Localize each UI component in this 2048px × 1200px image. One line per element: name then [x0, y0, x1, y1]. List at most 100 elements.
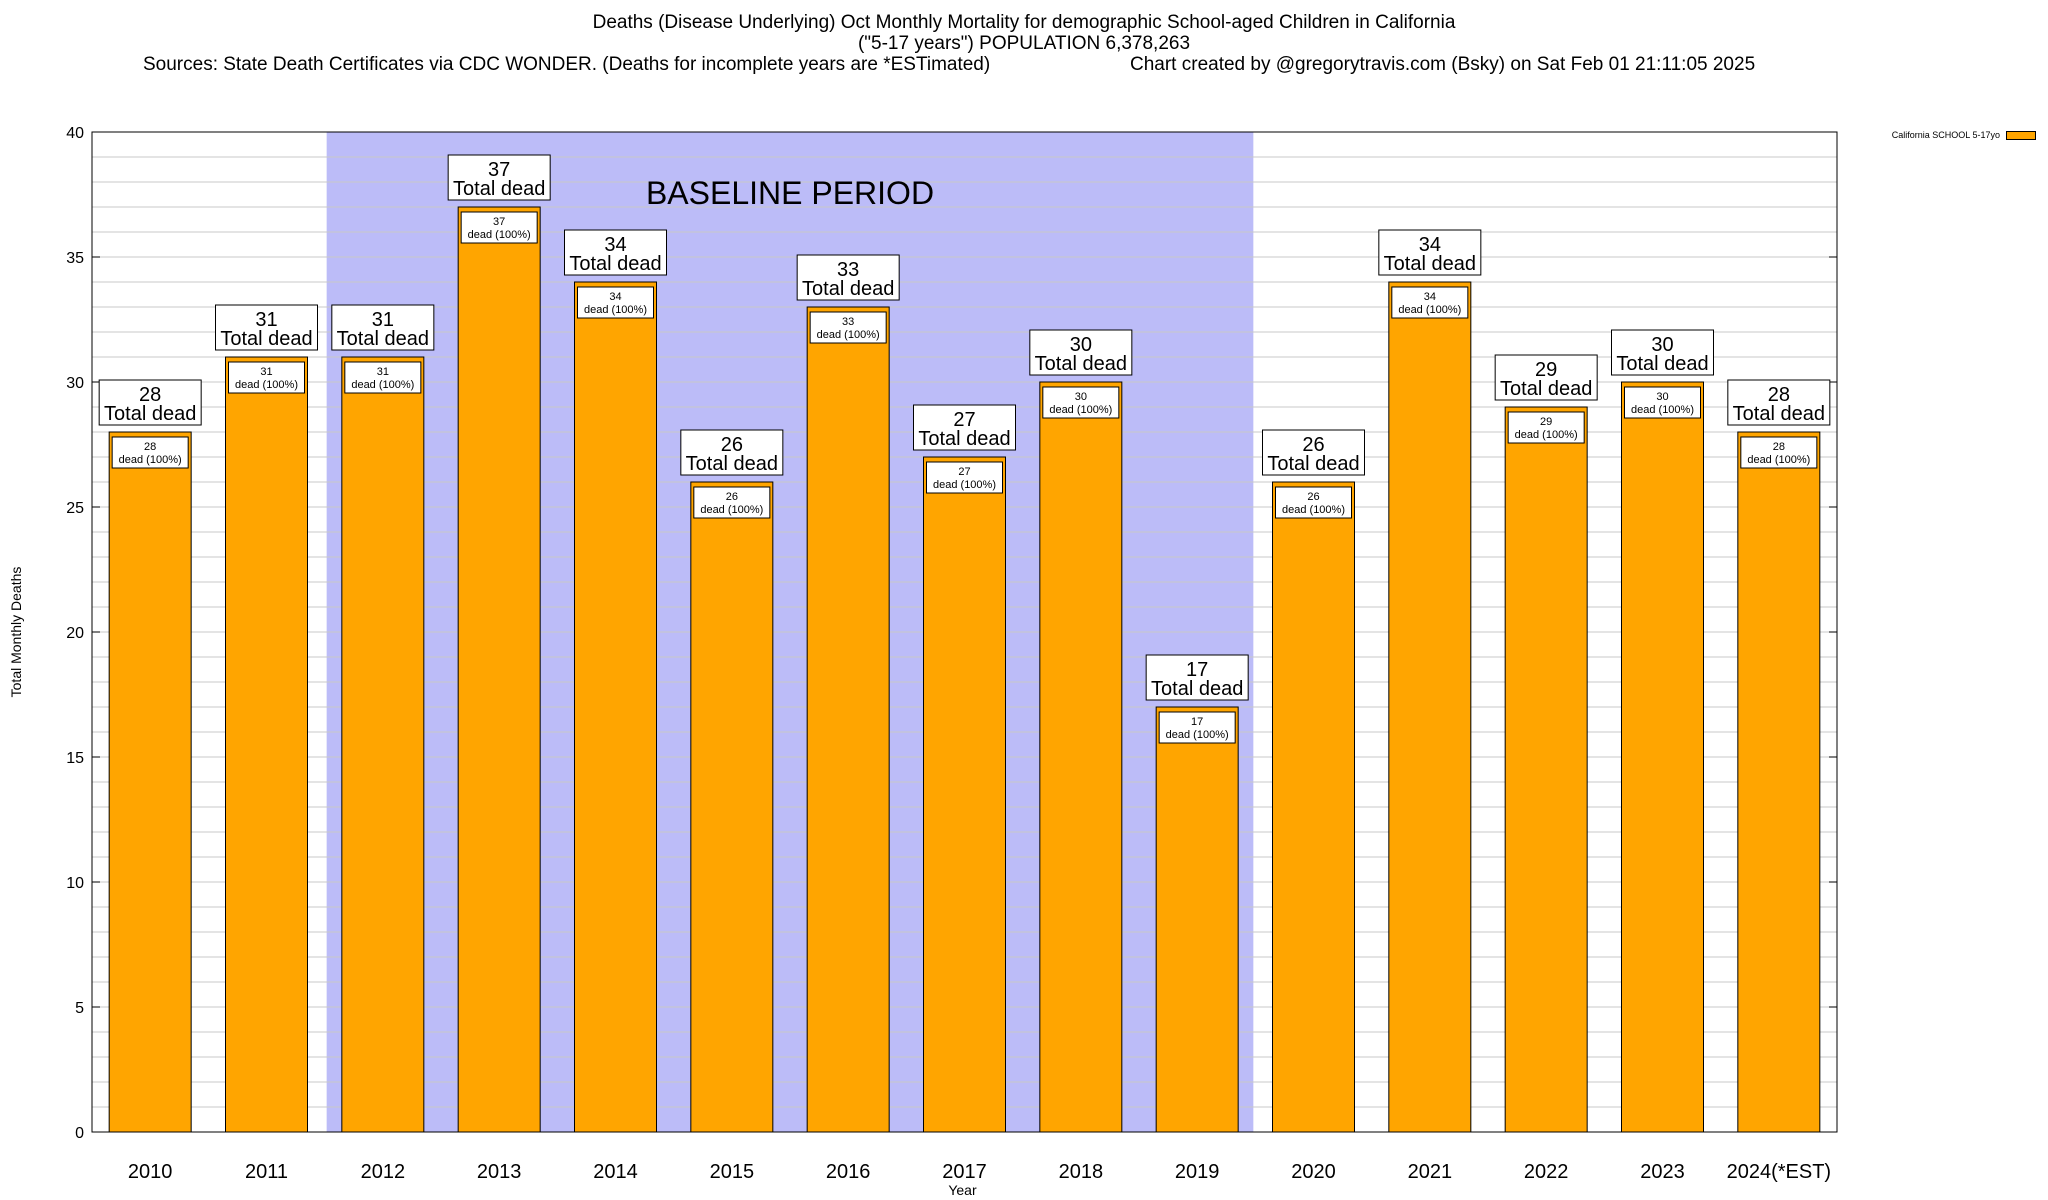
bar-total-label-box: [913, 404, 1016, 451]
y-tick-label: 5: [75, 1000, 84, 1017]
x-tick-label: 2010: [128, 1161, 173, 1183]
bar-total-label: Total dead: [337, 328, 429, 350]
bar-total-label-box: [680, 429, 784, 476]
bar-inner-label-box: [1507, 411, 1585, 444]
bar-inner-label: dead (100%): [119, 454, 182, 466]
bar-total-label-box: [1145, 654, 1249, 701]
bar-inner-label: dead (100%): [584, 304, 647, 316]
y-tick-label: 15: [66, 750, 84, 767]
title-line-1: Deaths (Disease Underlying) Oct Monthly …: [592, 12, 1456, 33]
y-tick-label: 35: [66, 250, 84, 267]
x-tick-label: 2017: [942, 1161, 987, 1183]
bar-inner-value: 30: [1075, 391, 1087, 403]
bar-total-label: Total dead: [1384, 253, 1476, 275]
bar-inner-label: dead (100%): [817, 329, 880, 341]
bar-inner-label: dead (100%): [468, 229, 531, 241]
x-tick-label: 2019: [1175, 1161, 1220, 1183]
bar-total-label-box: [215, 304, 318, 351]
bar-total-value: 26: [721, 434, 743, 456]
bar-total-label: Total dead: [220, 328, 312, 350]
bar-inner-value: 26: [726, 491, 738, 503]
bar-total-label: Total dead: [1035, 353, 1127, 375]
bar-inner-label-box: [1740, 436, 1818, 469]
bar-inner-value: 31: [377, 366, 389, 378]
bar-inner-label: dead (100%): [933, 479, 996, 491]
bar-total-label-box: [1262, 429, 1365, 476]
y-tick-label: 25: [66, 500, 84, 517]
bar-total-label: Total dead: [1267, 453, 1359, 475]
bar-total-label-box: [1727, 379, 1831, 426]
bar-total-label: Total dead: [918, 428, 1010, 450]
bar-inner-label-box: [1158, 711, 1236, 744]
bar-inner-label-box: [1275, 486, 1352, 519]
bar-inner-label-box: [1624, 386, 1701, 419]
bar: [1272, 481, 1355, 1133]
y-tick-label: 0: [75, 1125, 84, 1142]
bar-inner-label: dead (100%): [1631, 404, 1694, 416]
bar-inner-value: 33: [842, 316, 854, 328]
baseline-label: BASELINE PERIOD: [646, 175, 934, 211]
bar-inner-label-box: [460, 211, 538, 244]
bar-inner-value: 17: [1191, 716, 1203, 728]
bar-total-label: Total dead: [1500, 378, 1592, 400]
bar-inner-value: 27: [958, 466, 970, 478]
bar: [1737, 431, 1821, 1133]
legend: California SCHOOL 5-17yo: [1892, 130, 2036, 140]
bar: [1504, 406, 1588, 1133]
bar-inner-label: dead (100%): [235, 379, 298, 391]
bar-total-value: 26: [1302, 434, 1324, 456]
bar-total-value: 17: [1186, 659, 1208, 681]
bar-inner-label: dead (100%): [1747, 454, 1810, 466]
bar: [574, 281, 657, 1133]
bar-inner-value: 28: [144, 441, 156, 453]
bar: [1039, 381, 1123, 1133]
bar: [341, 356, 425, 1133]
bar: [806, 306, 890, 1133]
bar-inner-label-box: [577, 286, 654, 319]
bar-inner-label: dead (100%): [1049, 404, 1112, 416]
bar-inner-value: 31: [260, 366, 272, 378]
bar-inner-label-box: [111, 436, 189, 469]
bar-total-label-box: [1378, 229, 1482, 276]
bar-inner-label-box: [1391, 286, 1469, 319]
x-tick-label: 2013: [477, 1161, 522, 1183]
bar-inner-value: 34: [609, 291, 621, 303]
x-tick-label: 2018: [1059, 1161, 1104, 1183]
bar-total-value: 29: [1535, 359, 1557, 381]
x-tick-label: 2021: [1408, 1161, 1453, 1183]
legend-label: California SCHOOL 5-17yo: [1891, 130, 2000, 140]
bar-inner-label: dead (100%): [1515, 429, 1578, 441]
bar-total-value: 30: [1070, 334, 1092, 356]
bar-inner-label-box: [693, 486, 771, 519]
bar: [1388, 281, 1472, 1133]
y-tick-label: 10: [66, 875, 84, 892]
bar-inner-label-box: [228, 361, 305, 394]
bar-total-label-box: [331, 304, 435, 351]
bar-total-label-box: [1029, 329, 1133, 376]
x-tick-label: 2023: [1640, 1161, 1685, 1183]
bar-total-value: 34: [1419, 234, 1441, 256]
y-axis-title: Total Monthly Deaths: [8, 567, 24, 698]
bar-total-value: 33: [837, 259, 859, 281]
bar-total-label-box: [1494, 354, 1598, 401]
bar-total-label: Total dead: [1151, 678, 1243, 700]
bar-total-value: 28: [1768, 384, 1790, 406]
y-tick-label: 40: [66, 125, 84, 142]
x-tick-label: 2015: [710, 1161, 755, 1183]
bar-total-value: 28: [139, 384, 161, 406]
bar-inner-value: 34: [1424, 291, 1436, 303]
bar-total-label-box: [564, 229, 667, 276]
bar-total-value: 31: [372, 309, 394, 331]
x-tick-label: 2011: [245, 1161, 288, 1183]
bar-inner-value: 30: [1656, 391, 1668, 403]
bar: [1621, 381, 1704, 1133]
bar: [108, 431, 192, 1133]
x-axis-title: Year: [948, 1182, 977, 1198]
bar-total-label: Total dead: [1616, 353, 1708, 375]
bar-total-label: Total dead: [104, 403, 196, 425]
legend-swatch: [2006, 130, 2036, 140]
bar-total-label: Total dead: [1733, 403, 1825, 425]
bar-inner-label: dead (100%): [1282, 504, 1345, 516]
bar-total-label: Total dead: [802, 278, 894, 300]
credit-text: Chart created by @gregorytravis.com (Bsk…: [1130, 54, 1756, 75]
